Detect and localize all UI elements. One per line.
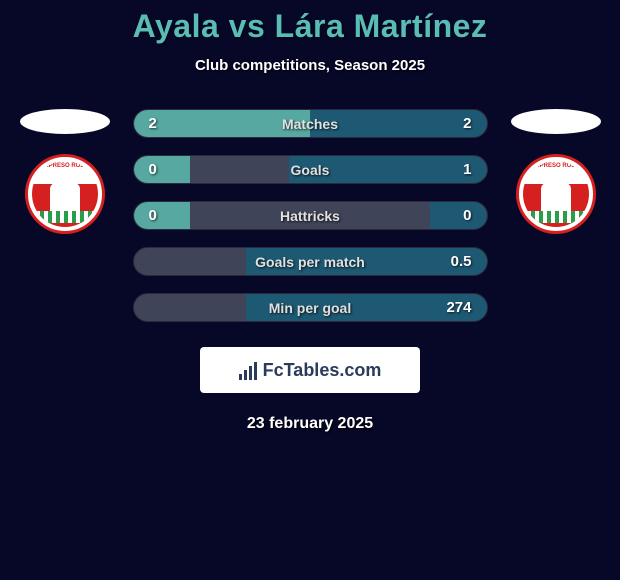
stat-value-right: 1 xyxy=(463,161,471,178)
badge-stripes xyxy=(32,211,98,223)
date-text: 23 february 2025 xyxy=(0,415,620,433)
player-silhouette-right xyxy=(511,109,601,134)
watermark-text: FcTables.com xyxy=(263,360,382,381)
stat-fill-left xyxy=(134,202,190,229)
chart-icon xyxy=(239,360,257,380)
stat-row: 2 Matches 2 xyxy=(133,109,488,138)
stat-value-left: 0 xyxy=(149,161,157,178)
stat-value-right: 0 xyxy=(463,207,471,224)
stat-row: 0 Goals 1 xyxy=(133,155,488,184)
team-badge-right: EXPRESO ROJO xyxy=(516,154,596,234)
stat-value-left: 2 xyxy=(149,115,157,132)
stat-row: 0 Hattricks 0 xyxy=(133,201,488,230)
stat-row: Goals per match 0.5 xyxy=(133,247,488,276)
team-badge-left: EXPRESO ROJO xyxy=(25,154,105,234)
stat-value-left: 0 xyxy=(149,207,157,224)
stat-label: Matches xyxy=(282,116,338,132)
stat-label: Hattricks xyxy=(280,208,340,224)
stat-value-right: 2 xyxy=(463,115,471,132)
right-player-column: EXPRESO ROJO xyxy=(506,109,606,234)
stat-row: Min per goal 274 xyxy=(133,293,488,322)
left-player-column: EXPRESO ROJO xyxy=(15,109,115,234)
badge-inner-right: EXPRESO ROJO xyxy=(523,161,589,227)
badge-train-icon xyxy=(541,183,571,211)
badge-stripes xyxy=(523,211,589,223)
badge-inner-left: EXPRESO ROJO xyxy=(32,161,98,227)
page-title: Ayala vs Lára Martínez xyxy=(0,8,620,45)
badge-text-top: EXPRESO ROJO xyxy=(523,163,589,169)
stats-column: 2 Matches 2 0 Goals 1 0 Hattricks 0 Goals per mat… xyxy=(133,109,488,322)
badge-text-top: EXPRESO ROJO xyxy=(32,163,98,169)
stat-label: Min per goal xyxy=(269,300,351,316)
badge-train-icon xyxy=(50,183,80,211)
stat-label: Goals per match xyxy=(255,254,365,270)
stat-value-right: 0.5 xyxy=(451,253,472,270)
player-silhouette-left xyxy=(20,109,110,134)
stat-label: Goals xyxy=(291,162,330,178)
watermark[interactable]: FcTables.com xyxy=(200,347,420,393)
stat-fill-left xyxy=(134,156,190,183)
stat-fill-right xyxy=(430,202,486,229)
main-content: EXPRESO ROJO 2Matches20Goals10Hattricks0… xyxy=(0,109,620,322)
infographic-container: Ayala vs Lára Martínez Club competitions… xyxy=(0,0,620,433)
stat-value-right: 274 xyxy=(446,299,471,316)
subtitle: Club competitions, Season 2025 xyxy=(0,57,620,74)
